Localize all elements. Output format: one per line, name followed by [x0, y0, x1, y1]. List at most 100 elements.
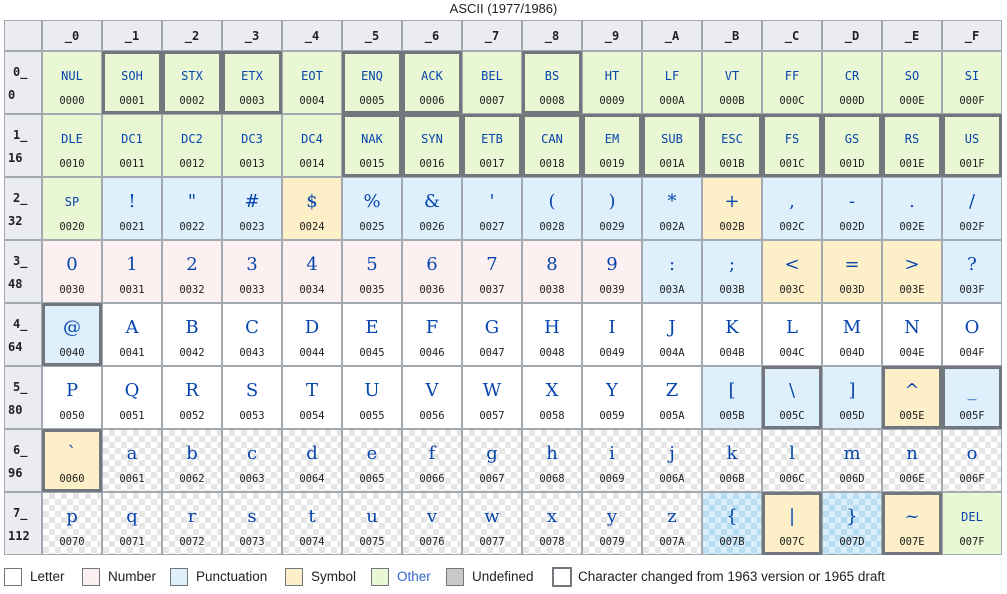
char-cell[interactable]: O 004F [942, 303, 1002, 366]
char-symbol[interactable]: p [66, 506, 78, 527]
char-symbol[interactable]: : [668, 254, 676, 275]
char-cell[interactable]: Y 0059 [582, 366, 642, 429]
char-symbol[interactable]: 7 [486, 254, 498, 275]
char-cell[interactable]: BEL 0007 [462, 51, 522, 114]
char-symbol[interactable]: # [244, 191, 260, 212]
char-symbol[interactable]: 6 [426, 254, 438, 275]
char-symbol[interactable]: , [789, 191, 795, 212]
char-cell[interactable]: ACK 0006 [402, 51, 462, 114]
char-cell[interactable]: P 0050 [42, 366, 102, 429]
char-symbol[interactable]: ETB [481, 132, 503, 146]
char-symbol[interactable]: = [844, 254, 860, 275]
char-cell[interactable]: g 0067 [462, 429, 522, 492]
char-symbol[interactable]: LF [664, 69, 680, 83]
char-symbol[interactable]: z [667, 506, 677, 527]
char-cell[interactable]: CR 000D [822, 51, 882, 114]
char-symbol[interactable]: SO [904, 69, 920, 83]
char-cell[interactable]: FF 000C [762, 51, 822, 114]
char-symbol[interactable]: J [668, 317, 676, 338]
char-cell[interactable]: (0028 [522, 177, 582, 240]
char-cell[interactable]: L 004C [762, 303, 822, 366]
char-symbol[interactable]: ` [67, 443, 77, 464]
char-symbol[interactable]: 0 [66, 254, 78, 275]
char-cell[interactable]: T 0054 [282, 366, 342, 429]
char-cell[interactable]: DC2 0012 [162, 114, 222, 177]
char-cell[interactable]: z 007A [642, 492, 702, 555]
char-cell[interactable]: 8 0038 [522, 240, 582, 303]
char-cell[interactable]: ' 0027 [462, 177, 522, 240]
char-symbol[interactable]: DC4 [301, 132, 323, 146]
char-cell[interactable]: r 0072 [162, 492, 222, 555]
char-cell[interactable]: ETB 0017 [462, 114, 522, 177]
char-symbol[interactable]: F [425, 317, 439, 338]
char-symbol[interactable]: GS [844, 132, 860, 146]
char-cell[interactable]: $0024 [282, 177, 342, 240]
char-cell[interactable]: l 006C [762, 429, 822, 492]
char-symbol[interactable]: BS [544, 69, 560, 83]
char-cell[interactable]: i 0069 [582, 429, 642, 492]
char-cell[interactable]: BS 0008 [522, 51, 582, 114]
char-symbol[interactable]: Y [606, 380, 618, 401]
char-cell[interactable]: #0023 [222, 177, 282, 240]
char-cell[interactable]: k 006B [702, 429, 762, 492]
char-cell[interactable]: F 0046 [402, 303, 462, 366]
char-symbol[interactable]: 4 [306, 254, 318, 275]
char-cell[interactable]: LF 000A [642, 51, 702, 114]
char-cell[interactable]: HT 0009 [582, 51, 642, 114]
char-symbol[interactable]: % [363, 191, 381, 212]
char-symbol[interactable]: _ [967, 380, 977, 401]
char-symbol[interactable]: ETX [241, 69, 263, 83]
char-symbol[interactable]: 8 [546, 254, 558, 275]
char-cell[interactable]: o 006F [942, 429, 1002, 492]
char-cell[interactable]: 1 0031 [102, 240, 162, 303]
char-symbol[interactable]: r [187, 506, 197, 527]
char-symbol[interactable]: ? [967, 254, 977, 275]
char-cell[interactable]: t 0074 [282, 492, 342, 555]
char-cell[interactable]: 4 0034 [282, 240, 342, 303]
char-symbol[interactable]: SI [964, 69, 980, 83]
char-cell[interactable]: C 0043 [222, 303, 282, 366]
char-cell[interactable]: 3 0033 [222, 240, 282, 303]
char-symbol[interactable]: SOH [121, 69, 143, 83]
char-symbol[interactable]: ~ [904, 506, 920, 527]
char-cell[interactable]: b 0062 [162, 429, 222, 492]
char-cell[interactable]: B 0042 [162, 303, 222, 366]
char-cell[interactable]: 6 0036 [402, 240, 462, 303]
char-cell[interactable]: SYN 0016 [402, 114, 462, 177]
char-symbol[interactable]: SUB [661, 132, 683, 146]
char-cell[interactable]: \ 005C [762, 366, 822, 429]
char-symbol[interactable]: " [187, 191, 197, 212]
char-cell[interactable]: y 0079 [582, 492, 642, 555]
char-cell[interactable]: E 0045 [342, 303, 402, 366]
char-symbol[interactable]: j [669, 443, 675, 464]
char-cell[interactable]: = 003D [822, 240, 882, 303]
char-symbol[interactable]: + [724, 191, 740, 212]
char-symbol[interactable]: B [185, 317, 199, 338]
char-cell[interactable]: D 0044 [282, 303, 342, 366]
char-cell[interactable]: v 0076 [402, 492, 462, 555]
char-symbol[interactable]: RS [904, 132, 920, 146]
char-symbol[interactable]: A [125, 317, 139, 338]
char-symbol[interactable]: ' [489, 191, 495, 212]
char-symbol[interactable]: DLE [61, 132, 83, 146]
char-cell[interactable]: d 0064 [282, 429, 342, 492]
char-cell[interactable]: : 003A [642, 240, 702, 303]
char-cell[interactable]: - 002D [822, 177, 882, 240]
char-symbol[interactable]: H [544, 317, 560, 338]
char-symbol[interactable]: SP [64, 195, 80, 209]
char-cell[interactable]: DC3 0013 [222, 114, 282, 177]
char-cell[interactable]: RS 001E [882, 114, 942, 177]
char-symbol[interactable]: } [846, 506, 858, 527]
char-cell[interactable]: 9 0039 [582, 240, 642, 303]
char-cell[interactable]: NAK 0015 [342, 114, 402, 177]
char-cell[interactable]: FS 001C [762, 114, 822, 177]
char-symbol[interactable]: ] [848, 380, 856, 401]
char-cell[interactable]: NUL 0000 [42, 51, 102, 114]
char-cell[interactable]: j 006A [642, 429, 702, 492]
char-symbol[interactable]: Q [124, 380, 140, 401]
char-cell[interactable]: } 007D [822, 492, 882, 555]
char-symbol[interactable]: g [486, 443, 498, 464]
char-symbol[interactable]: \ [788, 380, 796, 401]
char-symbol[interactable]: ! [128, 191, 136, 212]
char-symbol[interactable]: o [966, 443, 978, 464]
